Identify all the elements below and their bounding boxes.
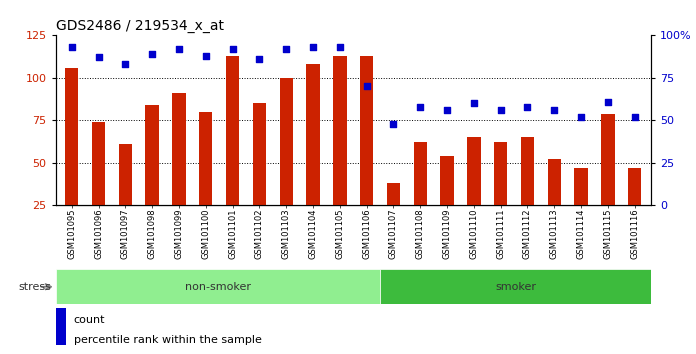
Point — [227, 46, 238, 52]
Bar — [387, 183, 400, 205]
Bar — [56, 283, 66, 324]
Text: smoker: smoker — [495, 282, 536, 292]
Text: GSM101114: GSM101114 — [576, 209, 585, 259]
Bar — [92, 122, 105, 205]
Bar — [380, 269, 651, 304]
Bar — [56, 269, 380, 304]
Bar — [253, 103, 266, 205]
Text: GSM101097: GSM101097 — [121, 209, 130, 259]
Point — [468, 101, 480, 106]
Point — [415, 104, 426, 110]
Bar — [467, 137, 480, 205]
Bar — [494, 142, 507, 205]
Bar — [56, 304, 66, 346]
Text: GSM101098: GSM101098 — [148, 209, 157, 259]
Bar — [628, 168, 642, 205]
Point — [629, 114, 640, 120]
Point — [602, 99, 613, 104]
Point — [334, 45, 345, 50]
Point — [388, 121, 399, 127]
Point — [308, 45, 319, 50]
Point — [522, 104, 533, 110]
Text: GSM101110: GSM101110 — [469, 209, 478, 259]
Point — [120, 62, 131, 67]
Point — [576, 114, 587, 120]
Point — [361, 84, 372, 89]
Text: GSM101101: GSM101101 — [228, 209, 237, 259]
Bar — [119, 144, 132, 205]
Bar — [65, 68, 79, 205]
Text: percentile rank within the sample: percentile rank within the sample — [74, 335, 262, 345]
Point — [495, 107, 506, 113]
Bar — [601, 114, 615, 205]
Text: GSM101104: GSM101104 — [308, 209, 317, 259]
Bar — [574, 168, 587, 205]
Point — [200, 53, 212, 59]
Text: non-smoker: non-smoker — [185, 282, 251, 292]
Text: GSM101099: GSM101099 — [175, 209, 184, 259]
Text: stress: stress — [18, 282, 51, 292]
Point — [93, 55, 104, 60]
Text: GSM101095: GSM101095 — [68, 209, 77, 259]
Text: GSM101111: GSM101111 — [496, 209, 505, 259]
Text: GDS2486 / 219534_x_at: GDS2486 / 219534_x_at — [56, 19, 223, 33]
Text: GSM101096: GSM101096 — [94, 209, 103, 259]
Text: GSM101102: GSM101102 — [255, 209, 264, 259]
Text: GSM101115: GSM101115 — [603, 209, 612, 259]
Text: GSM101105: GSM101105 — [335, 209, 345, 259]
Bar — [548, 159, 561, 205]
Point — [280, 46, 292, 52]
Bar — [521, 137, 534, 205]
Point — [66, 45, 77, 50]
Point — [254, 56, 265, 62]
Bar — [226, 56, 239, 205]
Bar — [145, 105, 159, 205]
Text: GSM101112: GSM101112 — [523, 209, 532, 259]
Text: GSM101116: GSM101116 — [630, 209, 639, 259]
Point — [173, 46, 184, 52]
Bar — [173, 93, 186, 205]
Text: GSM101103: GSM101103 — [282, 209, 291, 259]
Text: GSM101107: GSM101107 — [389, 209, 398, 259]
Text: GSM101113: GSM101113 — [550, 209, 559, 259]
Bar — [360, 56, 373, 205]
Bar — [280, 78, 293, 205]
Bar — [199, 112, 212, 205]
Bar — [441, 156, 454, 205]
Point — [548, 107, 560, 113]
Bar — [306, 64, 319, 205]
Text: GSM101108: GSM101108 — [416, 209, 425, 259]
Text: GSM101109: GSM101109 — [443, 209, 452, 259]
Text: GSM101100: GSM101100 — [201, 209, 210, 259]
Bar — [333, 56, 347, 205]
Point — [441, 107, 452, 113]
Bar — [413, 142, 427, 205]
Point — [147, 51, 158, 57]
Text: count: count — [74, 315, 105, 325]
Text: GSM101106: GSM101106 — [362, 209, 371, 259]
